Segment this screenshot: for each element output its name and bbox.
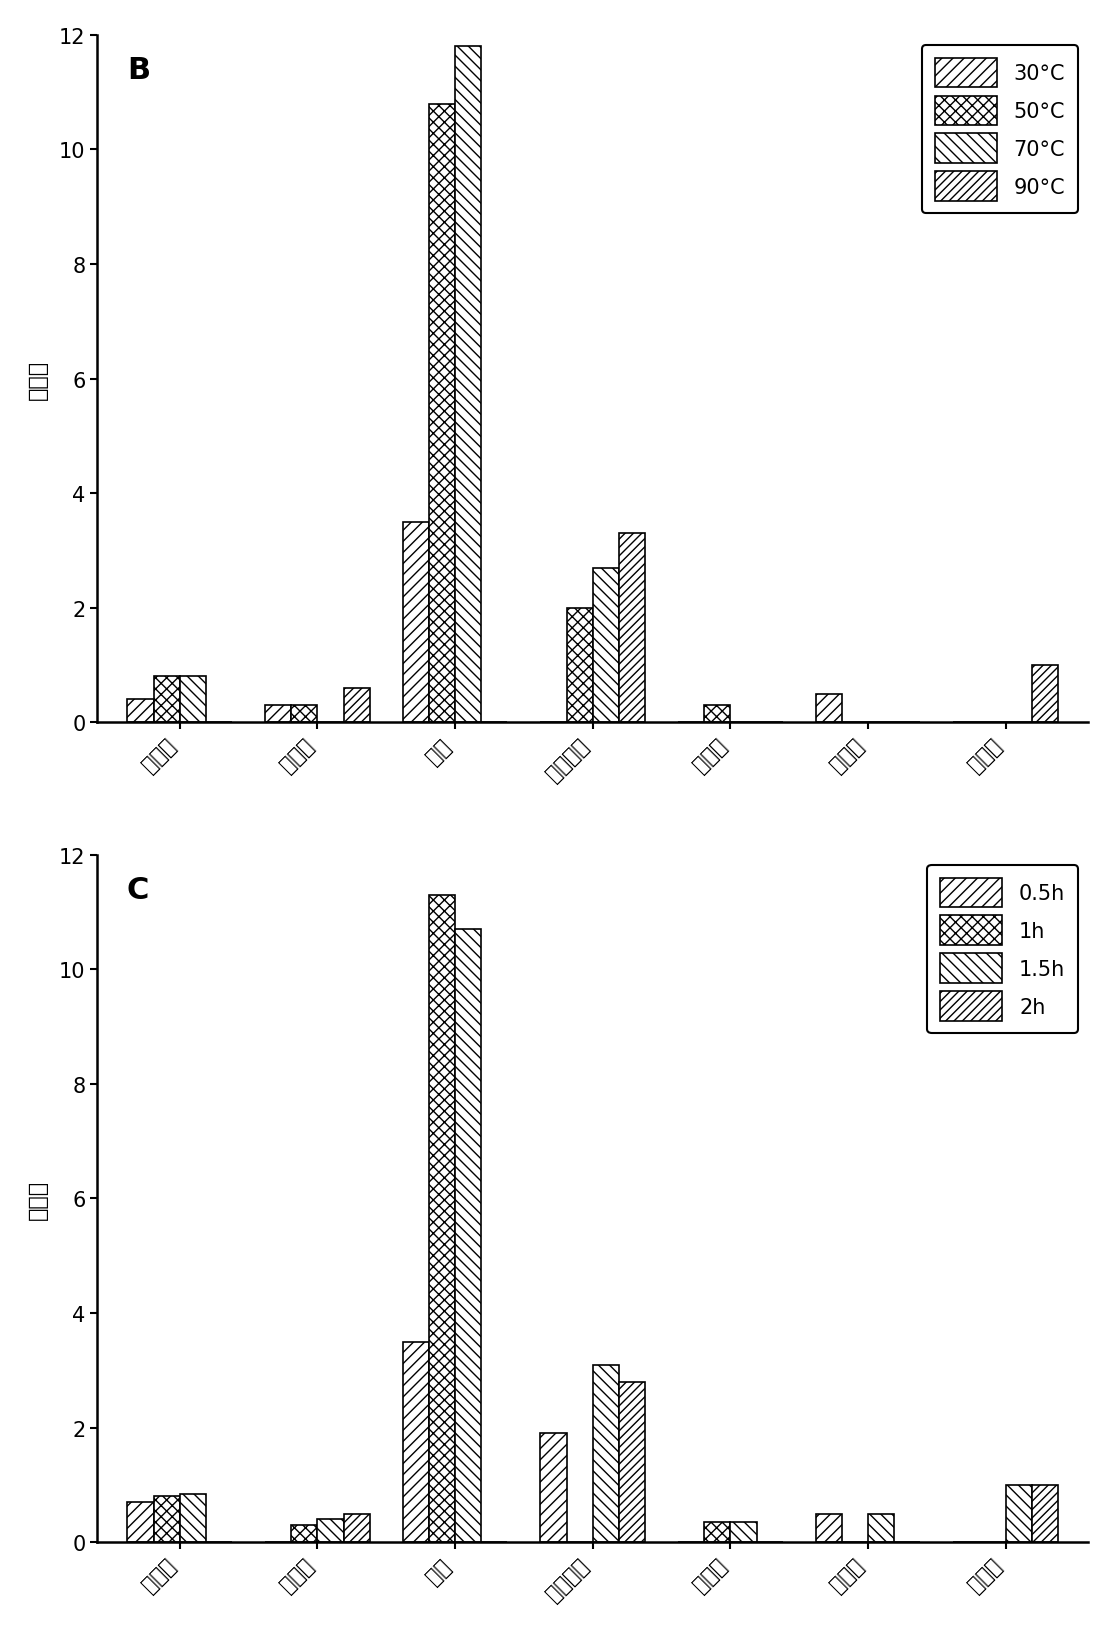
Bar	[455, 930, 481, 1542]
Legend: 0.5h, 1h, 1.5h, 2h: 0.5h, 1h, 1.5h, 2h	[927, 865, 1078, 1033]
Bar	[403, 1342, 429, 1542]
Bar	[291, 1524, 317, 1542]
Text: B: B	[127, 57, 150, 85]
Bar	[1006, 1485, 1032, 1542]
Bar	[180, 677, 206, 723]
Bar	[619, 1382, 645, 1542]
Bar	[593, 1364, 619, 1542]
Bar	[540, 1433, 567, 1542]
Bar	[127, 700, 154, 723]
Bar	[154, 677, 180, 723]
Bar	[344, 1513, 369, 1542]
Bar	[730, 1523, 757, 1542]
Bar	[429, 104, 455, 723]
Bar	[291, 705, 317, 723]
Bar	[1032, 1485, 1058, 1542]
Bar	[317, 1519, 344, 1542]
Text: C: C	[127, 876, 150, 904]
Bar	[180, 1493, 206, 1542]
Bar	[704, 705, 730, 723]
Bar	[344, 689, 369, 723]
Bar	[429, 896, 455, 1542]
Y-axis label: 峰面积: 峰面积	[28, 1178, 48, 1219]
Bar	[1032, 666, 1058, 723]
Bar	[704, 1523, 730, 1542]
Y-axis label: 峰面积: 峰面积	[28, 359, 48, 400]
Bar	[266, 705, 291, 723]
Bar	[455, 47, 481, 723]
Bar	[619, 534, 645, 723]
Bar	[868, 1513, 894, 1542]
Bar	[154, 1497, 180, 1542]
Bar	[816, 1513, 841, 1542]
Bar	[403, 522, 429, 723]
Bar	[127, 1501, 154, 1542]
Bar	[816, 694, 841, 723]
Legend: 30°C, 50°C, 70°C, 90°C: 30°C, 50°C, 70°C, 90°C	[922, 46, 1078, 214]
Bar	[567, 609, 593, 723]
Bar	[593, 568, 619, 723]
